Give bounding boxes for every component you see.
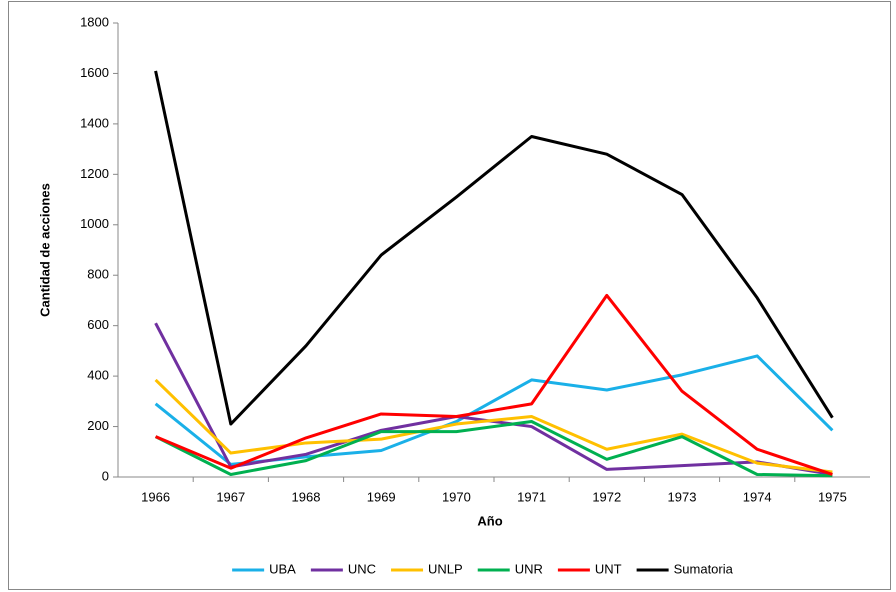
x-axis-label: Año <box>477 513 502 528</box>
y-tick-label: 1800 <box>80 14 109 29</box>
y-tick-label: 600 <box>87 317 109 332</box>
y-axis-label: Cantidad de acciones <box>37 183 52 317</box>
x-tick-label: 1974 <box>743 489 772 504</box>
legend-label: UNT <box>595 561 622 576</box>
x-tick-label: 1970 <box>442 489 471 504</box>
y-tick-label: 200 <box>87 418 109 433</box>
legend-label: UNR <box>515 561 543 576</box>
y-tick-label: 1000 <box>80 216 109 231</box>
y-tick-label: 1200 <box>80 166 109 181</box>
x-tick-label: 1973 <box>668 489 697 504</box>
x-tick-label: 1966 <box>141 489 170 504</box>
series-line <box>154 420 833 478</box>
series-line <box>154 70 834 426</box>
legend-label: Sumatoria <box>674 561 734 576</box>
x-tick-label: 1968 <box>292 489 321 504</box>
x-tick-label: 1975 <box>818 489 847 504</box>
x-tick-label: 1972 <box>592 489 621 504</box>
legend-label: UBA <box>269 561 296 576</box>
x-tick-label: 1969 <box>367 489 396 504</box>
x-tick-label: 1967 <box>216 489 245 504</box>
y-tick-label: 1600 <box>80 65 109 80</box>
series-line <box>154 378 833 474</box>
series-line <box>155 293 833 476</box>
y-tick-label: 400 <box>87 368 109 383</box>
legend-label: UNLP <box>428 561 463 576</box>
y-tick-label: 1400 <box>80 115 109 130</box>
y-tick-label: 0 <box>102 468 109 483</box>
x-tick-label: 1971 <box>517 489 546 504</box>
y-tick-label: 800 <box>87 267 109 282</box>
legend-label: UNC <box>348 561 376 576</box>
frame <box>8 1 891 590</box>
